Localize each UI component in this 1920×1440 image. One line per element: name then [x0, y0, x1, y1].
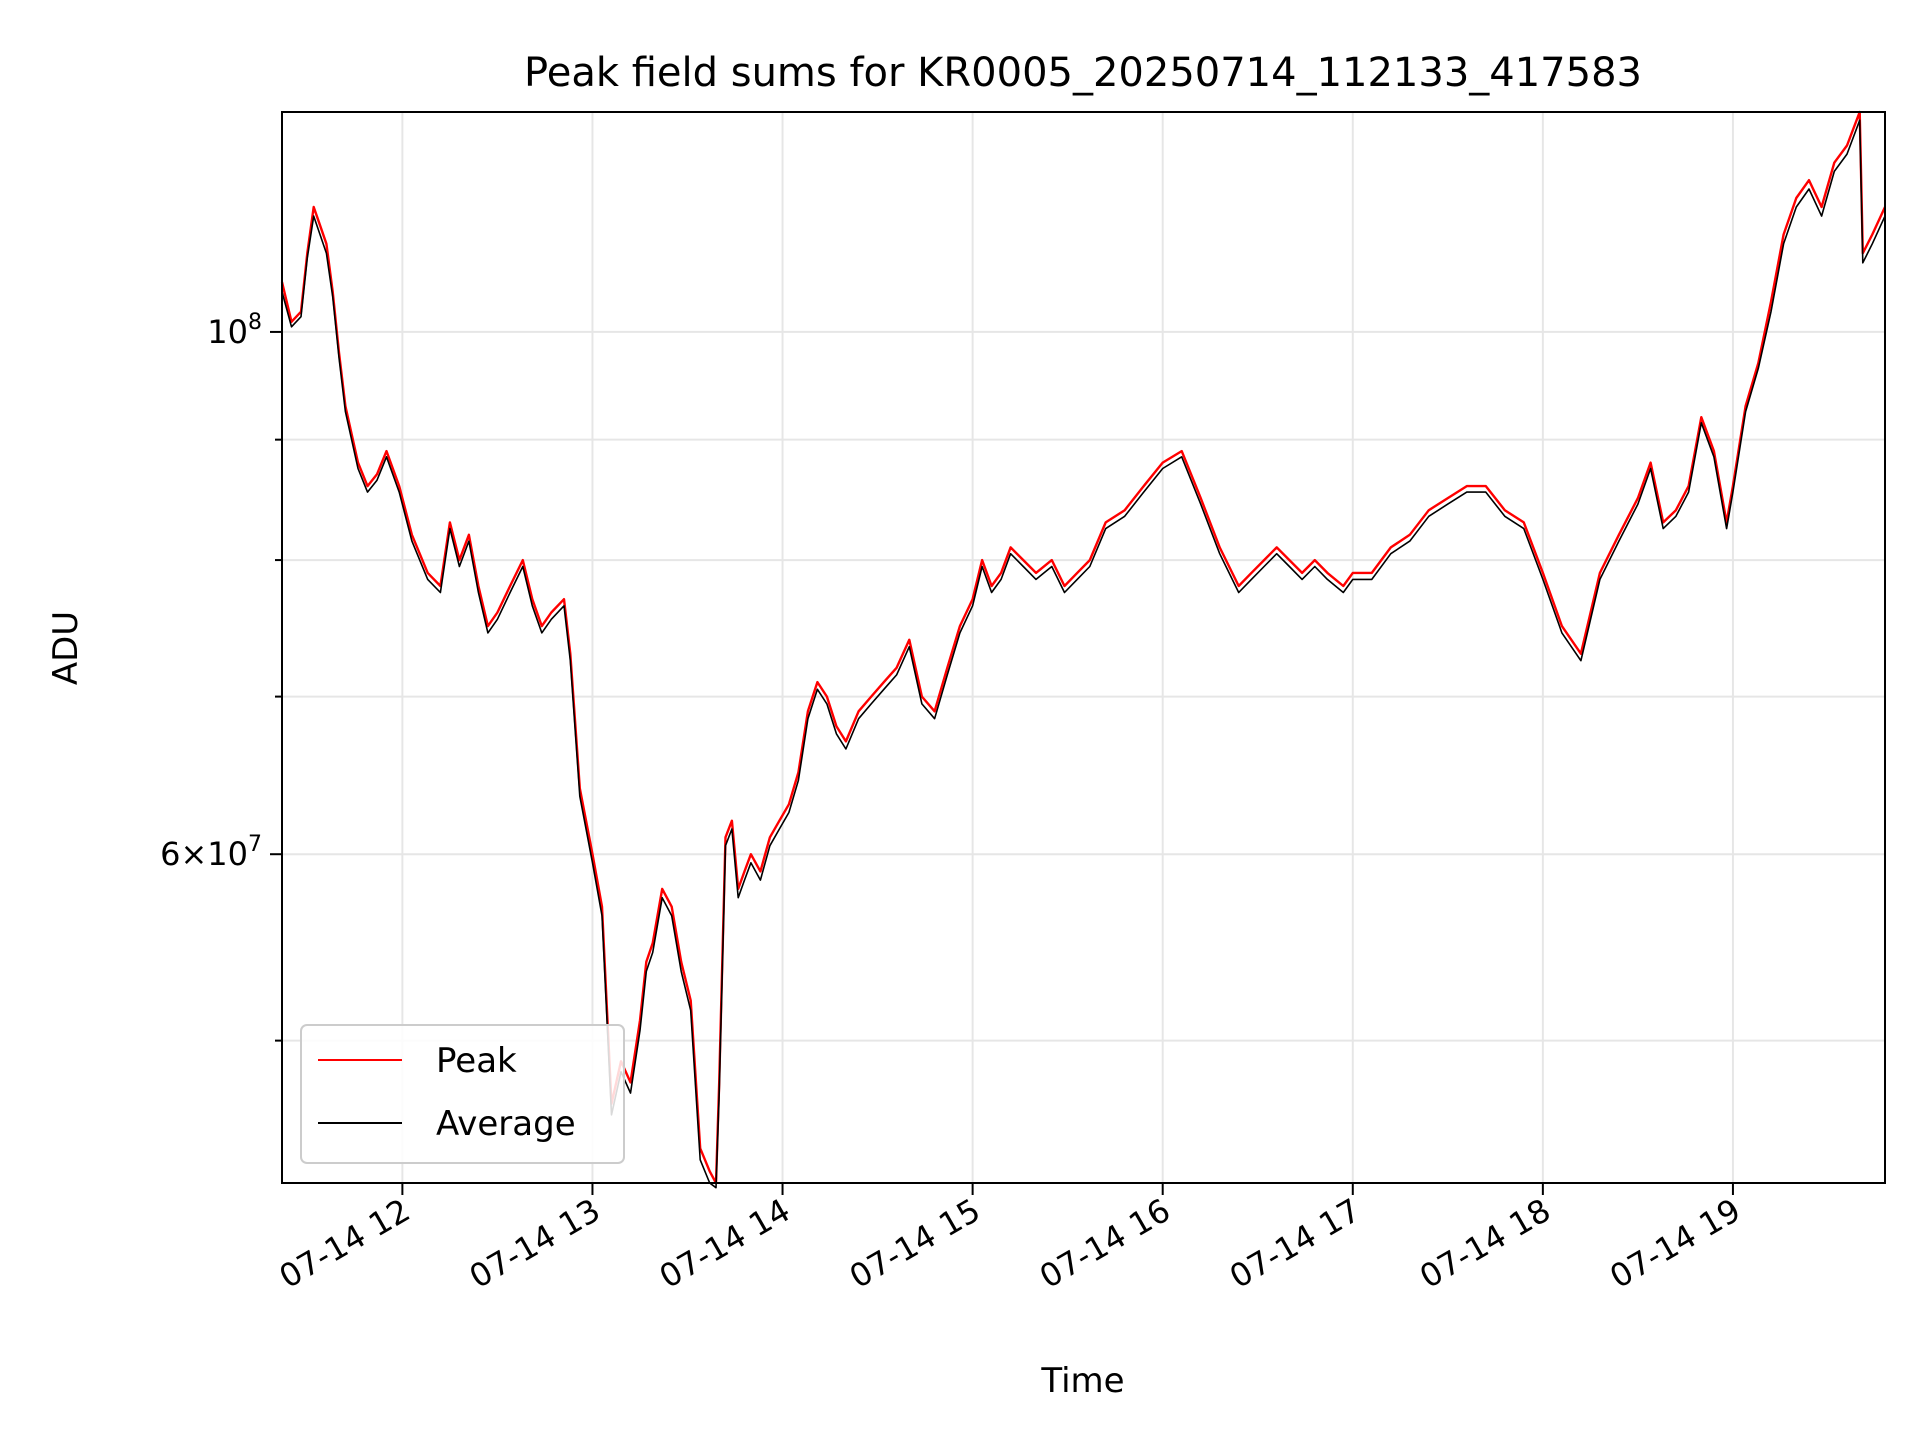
series-layer: [280, 110, 1887, 1189]
chart-title: Peak field sums for KR0005_20250714_1121…: [524, 50, 1642, 96]
legend-peak-label: Peak: [436, 1041, 517, 1081]
y-tick-label: 6×107: [160, 832, 262, 873]
y-tick-label: 108: [207, 310, 262, 351]
series-line-peak: [280, 110, 1887, 1185]
plot-frame: [281, 111, 1886, 1184]
series-line-average: [281, 119, 1886, 1189]
y-axis: 108 6×107: [160, 310, 282, 1042]
grid-layer: [282, 112, 1885, 1183]
legend-average-label: Average: [436, 1104, 576, 1144]
x-axis-title: Time: [1040, 1361, 1124, 1401]
y-axis-title: ADU: [46, 611, 86, 685]
legend: Peak Average: [300, 1024, 625, 1164]
